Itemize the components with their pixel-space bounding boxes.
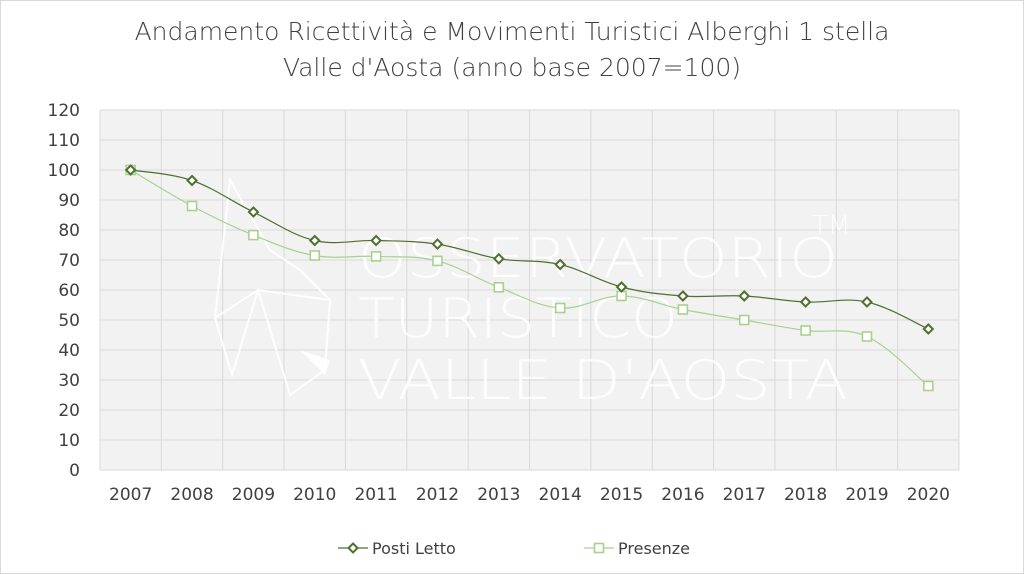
- x-tick-label: 2014: [539, 485, 582, 505]
- y-tick-label: 80: [58, 221, 80, 241]
- y-tick-label: 120: [48, 101, 80, 121]
- x-tick-label: 2016: [661, 485, 704, 505]
- y-tick-label: 90: [58, 191, 80, 211]
- data-point-posti-letto: [922, 323, 935, 335]
- legend-label-posti-letto: Posti Letto: [372, 539, 456, 558]
- y-tick-label: 60: [58, 281, 80, 301]
- y-tick-label: 30: [58, 371, 80, 391]
- data-point-presenze: [186, 200, 198, 212]
- x-tick-label: 2017: [723, 485, 766, 505]
- watermark-line-3: VALLE D'AOSTA: [358, 349, 848, 412]
- x-tick-label: 2020: [907, 485, 950, 505]
- series-presenze: [125, 164, 934, 392]
- y-tick-label: 110: [48, 131, 80, 151]
- data-point-presenze: [309, 250, 321, 261]
- watermark-trademark: TM: [812, 211, 850, 241]
- data-point-posti-letto: [247, 206, 260, 218]
- chart-title-line-1: Andamento Ricettività e Movimenti Turist…: [134, 17, 890, 46]
- data-point-posti-letto: [861, 296, 873, 308]
- data-point-posti-letto: [308, 234, 321, 247]
- x-tick-label: 2008: [170, 485, 213, 505]
- data-point-posti-letto: [799, 296, 812, 308]
- data-point-presenze: [923, 380, 934, 392]
- data-point-presenze: [248, 229, 259, 241]
- chart-title-line-2: Valle d'Aosta (anno base 2007=100): [282, 53, 742, 82]
- data-point-presenze: [861, 331, 873, 342]
- x-axis: 2007 2008 2009 2010 2011 2012 2013 2014 2015 2016…: [109, 485, 950, 505]
- y-tick-label: 50: [58, 311, 80, 331]
- y-tick-label: 40: [58, 341, 80, 361]
- data-point-posti-letto: [554, 258, 567, 271]
- data-point-posti-letto: [738, 290, 751, 302]
- data-point-presenze: [800, 325, 811, 336]
- data-point-presenze: [432, 255, 443, 267]
- watermark-logo-shape: [300, 350, 330, 375]
- x-tick-label: 2007: [109, 485, 152, 505]
- data-point-presenze: [677, 304, 689, 315]
- data-point-presenze: [738, 314, 750, 326]
- chart-title: Andamento Ricettività e Movimenti Turist…: [0, 14, 1024, 86]
- x-tick-label: 2009: [232, 485, 275, 505]
- watermark-line-1: OSSERVATORIO: [358, 227, 838, 290]
- x-tick-label: 2011: [354, 485, 397, 505]
- data-point-posti-letto: [492, 252, 505, 265]
- data-point-presenze: [554, 302, 566, 314]
- y-axis: 0 10 20 30 40 50 60 70 80 90 100 110 120: [48, 101, 80, 481]
- watermark-logo-lines: [213, 176, 332, 397]
- y-tick-label: 10: [58, 431, 80, 451]
- x-tick-label: 2010: [293, 485, 336, 505]
- legend-item-posti-letto: Posti Letto: [338, 539, 456, 558]
- y-tick-label: 20: [58, 401, 80, 421]
- grid-lines: [99, 109, 960, 471]
- x-tick-label: 2013: [477, 485, 520, 505]
- legend-label-presenze: Presenze: [618, 539, 690, 558]
- data-point-posti-letto: [676, 290, 689, 302]
- data-point-presenze: [370, 251, 382, 262]
- y-tick-label: 100: [48, 161, 80, 181]
- data-point-posti-letto: [615, 281, 628, 293]
- x-tick-label: 2012: [416, 485, 459, 505]
- y-tick-label: 0: [69, 461, 80, 481]
- x-tick-label: 2018: [784, 485, 827, 505]
- legend: Posti Letto Presenze: [338, 539, 690, 558]
- data-point-posti-letto: [124, 164, 137, 176]
- series-layer: [124, 164, 935, 392]
- data-point-posti-letto: [370, 234, 383, 247]
- legend-marker-presenze: [593, 542, 605, 554]
- data-point-posti-letto: [186, 174, 198, 187]
- x-tick-label: 2015: [600, 485, 643, 505]
- legend-item-presenze: Presenze: [584, 539, 690, 558]
- x-tick-label: 2019: [845, 485, 888, 505]
- y-tick-label: 70: [58, 251, 80, 271]
- series-posti-letto: [124, 164, 935, 335]
- data-point-posti-letto: [431, 238, 444, 251]
- legend-marker-posti-letto: [347, 542, 359, 554]
- data-point-presenze: [493, 281, 505, 293]
